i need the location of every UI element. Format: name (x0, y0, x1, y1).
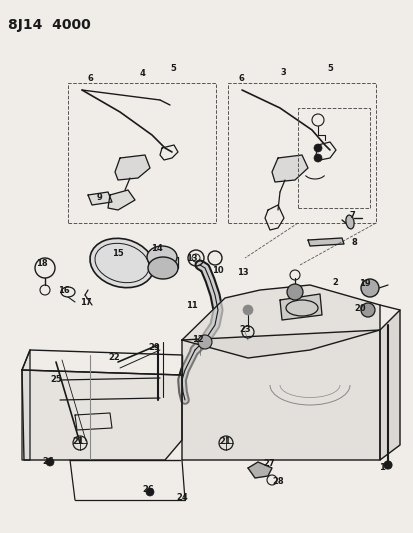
Text: 8: 8 (350, 238, 356, 246)
Text: 5: 5 (326, 63, 332, 72)
Text: 24: 24 (176, 494, 188, 503)
Polygon shape (182, 330, 379, 460)
Text: 22: 22 (108, 353, 120, 362)
Text: 3: 3 (280, 68, 285, 77)
Text: 13: 13 (186, 254, 197, 262)
Polygon shape (22, 370, 182, 460)
Text: 21: 21 (72, 437, 84, 446)
Bar (228, 83, 375, 223)
Text: 1: 1 (378, 464, 384, 472)
Text: 4: 4 (140, 69, 146, 77)
Polygon shape (88, 192, 112, 205)
Polygon shape (147, 257, 178, 268)
Text: 13: 13 (237, 268, 248, 277)
Text: 16: 16 (58, 286, 70, 295)
Polygon shape (247, 462, 271, 478)
Text: 17: 17 (80, 297, 92, 306)
Bar (68, 83, 216, 223)
Ellipse shape (147, 257, 178, 279)
Text: 5: 5 (170, 63, 176, 72)
Circle shape (360, 303, 374, 317)
Circle shape (383, 461, 391, 469)
Text: 28: 28 (271, 478, 283, 487)
Text: 26: 26 (42, 457, 54, 466)
Text: 20: 20 (354, 303, 365, 312)
Polygon shape (279, 294, 321, 320)
Text: 18: 18 (36, 259, 47, 268)
Text: 23: 23 (239, 326, 250, 335)
Text: 12: 12 (192, 335, 203, 344)
Polygon shape (115, 155, 150, 180)
Circle shape (242, 305, 252, 315)
Ellipse shape (345, 215, 353, 229)
Text: 14: 14 (151, 244, 162, 253)
Polygon shape (182, 285, 379, 358)
Text: 11: 11 (186, 301, 197, 310)
Text: 27: 27 (263, 459, 274, 469)
Text: 25: 25 (50, 376, 62, 384)
Circle shape (197, 335, 211, 349)
Circle shape (146, 488, 154, 496)
Text: 7: 7 (348, 211, 354, 220)
Polygon shape (271, 155, 307, 182)
Circle shape (313, 154, 321, 162)
Text: 6: 6 (237, 74, 243, 83)
Circle shape (313, 144, 321, 152)
Polygon shape (307, 238, 343, 246)
Ellipse shape (90, 238, 154, 288)
Polygon shape (108, 190, 135, 210)
Text: 19: 19 (358, 279, 370, 287)
Text: 29: 29 (148, 343, 159, 352)
Polygon shape (379, 310, 399, 460)
Circle shape (46, 458, 54, 466)
Text: 10: 10 (212, 265, 223, 274)
Text: 6: 6 (87, 74, 93, 83)
Circle shape (286, 284, 302, 300)
Bar (297, 108, 369, 208)
Text: 15: 15 (112, 248, 123, 257)
Text: 8J14  4000: 8J14 4000 (8, 18, 90, 32)
Text: 2: 2 (331, 278, 337, 287)
Text: 26: 26 (142, 486, 154, 495)
Polygon shape (22, 350, 30, 460)
Text: 9: 9 (97, 192, 102, 201)
Text: 21: 21 (218, 437, 230, 446)
Ellipse shape (147, 246, 177, 268)
Circle shape (360, 279, 378, 297)
